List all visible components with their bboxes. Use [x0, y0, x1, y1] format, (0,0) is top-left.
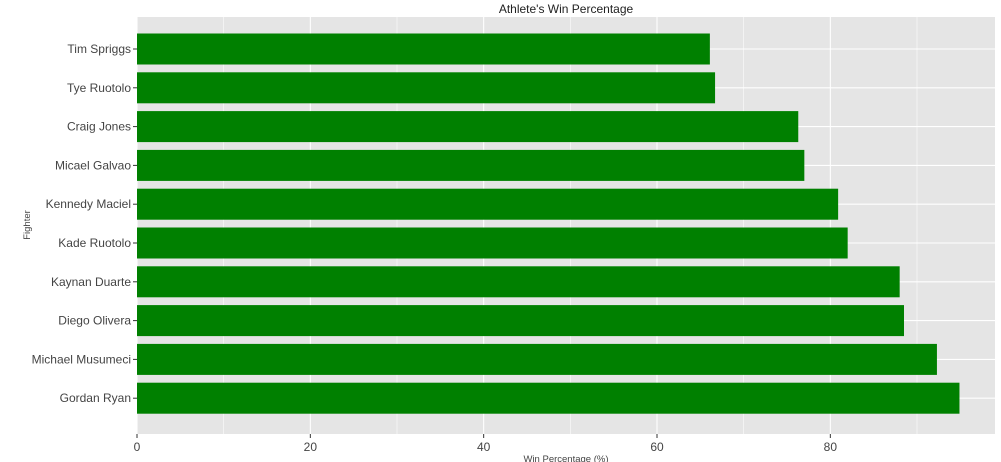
bar [137, 33, 710, 65]
bar [137, 227, 848, 259]
x-axis-label: Win Percentage (%) [523, 454, 608, 462]
bar [137, 382, 960, 414]
bar [137, 188, 839, 220]
x-tick-label: 20 [304, 440, 318, 454]
bar [137, 72, 716, 104]
y-tick-label: Kade Ruotolo [58, 236, 131, 250]
y-axis-ticks: Tim Spriggs Tye Ruotolo Craig Jones Micael … [32, 42, 137, 405]
y-tick-label: Micael Galvao [55, 158, 131, 172]
y-tick-label: Kaynan Duarte [51, 275, 131, 289]
bars [137, 33, 960, 414]
x-tick-label: 80 [824, 440, 838, 454]
bar [137, 111, 799, 143]
y-tick-label: Kennedy Maciel [46, 197, 131, 211]
y-tick-label: Craig Jones [67, 120, 131, 134]
x-axis-ticks: 0 20 40 60 80 [134, 434, 838, 454]
bar [137, 305, 904, 337]
y-tick-label: Tim Spriggs [67, 42, 131, 56]
y-tick-label: Diego Olivera [58, 314, 131, 328]
x-tick-label: 40 [477, 440, 491, 454]
bar [137, 343, 937, 375]
chart-title: Athlete's Win Percentage [499, 2, 634, 16]
x-tick-label: 0 [134, 440, 141, 454]
x-tick-label: 60 [650, 440, 664, 454]
y-tick-label: Tye Ruotolo [67, 81, 131, 95]
bar [137, 266, 900, 298]
bar [137, 149, 805, 181]
y-axis-label: Fighter [22, 210, 33, 240]
y-tick-label: Michael Musumeci [32, 352, 131, 366]
y-tick-label: Gordan Ryan [60, 391, 131, 405]
